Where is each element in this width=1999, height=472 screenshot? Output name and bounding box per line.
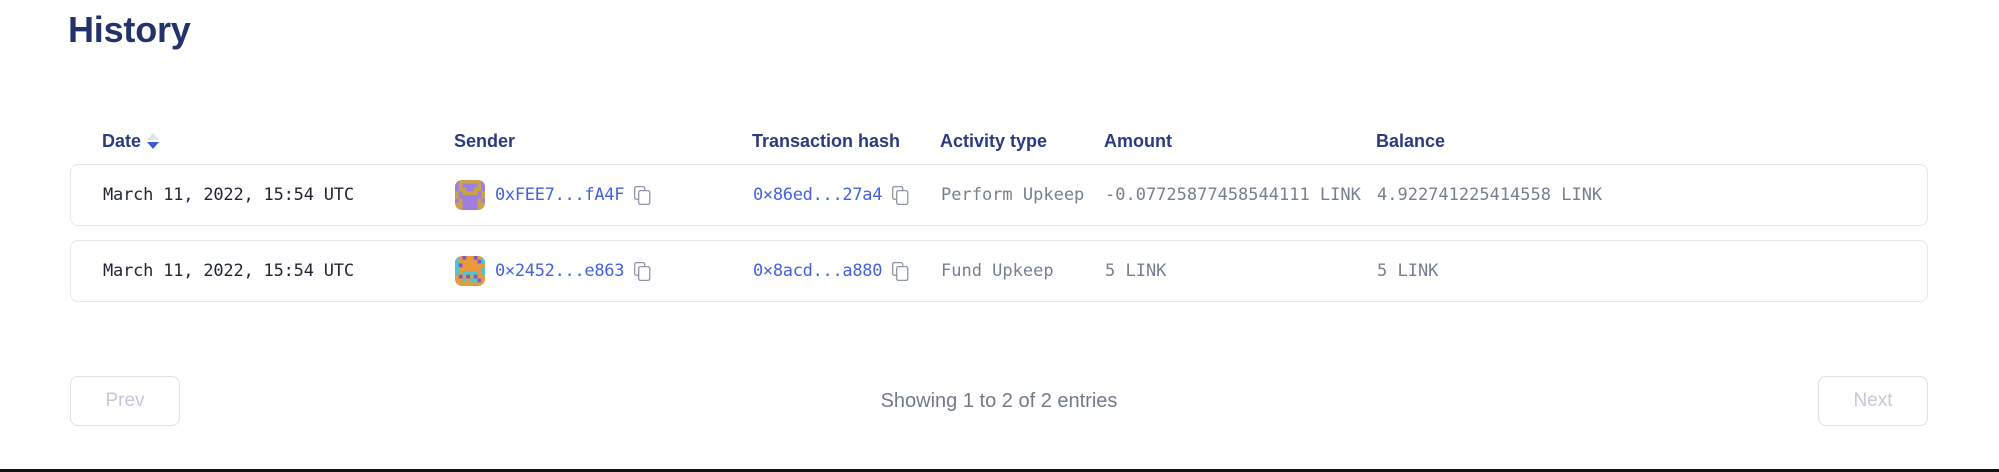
pagination-bar: Prev Showing 1 to 2 of 2 entries Next — [70, 375, 1928, 427]
cell-balance: 4.922741225414558 LINK — [1377, 185, 1603, 205]
column-header-sender: Sender — [454, 130, 752, 152]
column-header-date[interactable]: Date — [102, 130, 454, 152]
cell-date: March 11, 2022, 15:54 UTC — [103, 185, 354, 205]
cell-activity-type: Perform Upkeep — [941, 185, 1085, 205]
column-header-transaction-hash: Transaction hash — [752, 130, 940, 152]
table-row[interactable]: March 11, 2022, 15:54 UTC — [70, 240, 1928, 302]
sender-avatar — [455, 180, 485, 210]
cell-sender: 0×2452...e863 — [455, 256, 753, 286]
sender-address-link[interactable]: 0×2452...e863 — [495, 261, 625, 281]
column-header-amount-label: Amount — [1104, 131, 1172, 151]
next-page-button[interactable]: Next — [1818, 376, 1928, 426]
cell-sender: 0xFEE7...fA4F — [455, 180, 753, 210]
copy-icon[interactable] — [892, 185, 909, 205]
cell-amount: 5 LINK — [1105, 261, 1167, 281]
column-header-activity-type: Activity type — [940, 130, 1104, 152]
cell-date: March 11, 2022, 15:54 UTC — [103, 261, 354, 281]
transaction-hash-link[interactable]: 0×86ed...27a4 — [753, 185, 883, 205]
column-header-balance-label: Balance — [1376, 131, 1446, 151]
copy-icon[interactable] — [634, 261, 651, 281]
page-title: History — [68, 9, 191, 50]
column-header-amount: Amount — [1104, 130, 1376, 152]
column-header-balance: Balance — [1376, 130, 1676, 152]
prev-page-button[interactable]: Prev — [70, 376, 180, 426]
sort-toggle-date[interactable] — [147, 133, 160, 149]
cell-transaction-hash: 0×86ed...27a4 — [753, 184, 941, 206]
table-header-row: Date Sender Transaction hash Activity ty… — [70, 118, 1928, 164]
column-header-sender-label: Sender — [454, 131, 516, 151]
cell-transaction-hash: 0×8acd...a880 — [753, 260, 941, 282]
column-header-date-label: Date — [102, 131, 142, 151]
column-header-transaction-hash-label: Transaction hash — [752, 131, 901, 151]
cell-amount: -0.07725877458544111 LINK — [1105, 185, 1361, 205]
transaction-hash-link[interactable]: 0×8acd...a880 — [753, 261, 883, 281]
sender-avatar — [455, 256, 485, 286]
copy-icon[interactable] — [634, 185, 651, 205]
sort-ascending-icon — [147, 133, 160, 140]
cell-balance: 5 LINK — [1377, 261, 1439, 281]
table-row[interactable]: March 11, 2022, 15:54 UTC — [70, 164, 1928, 226]
entries-count-label: Showing 1 to 2 of 2 entries — [880, 389, 1118, 412]
cell-activity-type: Fund Upkeep — [941, 261, 1054, 281]
copy-icon[interactable] — [892, 261, 909, 281]
sender-address-link[interactable]: 0xFEE7...fA4F — [495, 185, 625, 205]
column-header-activity-type-label: Activity type — [940, 131, 1048, 151]
sort-descending-icon — [147, 142, 160, 149]
history-table: Date Sender Transaction hash Activity ty… — [70, 118, 1928, 316]
